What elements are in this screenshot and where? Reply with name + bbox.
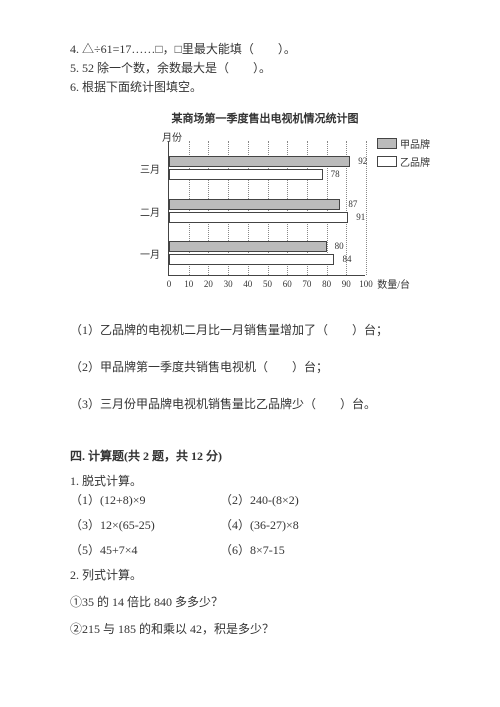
bar-jia: 92 [169,156,350,167]
bar-value: 80 [335,241,344,251]
calc-3: （3）12×(65-25) [70,516,220,533]
x-tick: 90 [342,279,351,289]
legend-item-yi: 乙品牌 [377,154,430,169]
bar-value: 87 [348,199,357,209]
lieshi-heading: 2. 列式计算。 [70,566,430,583]
plot-area: 0102030405060708090100927887918084 [168,141,365,276]
x-tick: 40 [243,279,252,289]
bar-value: 78 [331,169,340,179]
x-axis-label: 数量/台 [377,276,410,291]
x-tick: 30 [224,279,233,289]
calc-4: （4）(36-27)×8 [220,516,370,533]
bar-group: 8084 [169,241,334,269]
bar-value: 92 [358,156,367,166]
question-4: 4. △÷61=17……□，□里最大能填（ ）。 [70,40,430,57]
calc-1: （1）(12+8)×9 [70,491,220,508]
bar-yi: 91 [169,212,348,223]
question-5: 5. 52 除一个数，余数最大是（ ）。 [70,59,430,76]
bar-value: 91 [356,212,365,222]
x-tick: 70 [302,279,311,289]
y-category: 二月 [130,204,160,219]
bar-jia: 87 [169,199,340,210]
sub-question-3: （3）三月份甲品牌电视机销售量比乙品牌少（ ）台。 [70,395,430,412]
y-category: 一月 [130,246,160,261]
page-content: 4. △÷61=17……□，□里最大能填（ ）。 5. 52 除一个数，余数最大… [0,0,500,657]
legend-swatch-jia [377,138,397,149]
bar-jia: 80 [169,241,327,252]
calc-row-2: （3）12×(65-25) （4）(36-27)×8 [70,516,430,533]
y-category: 三月 [130,161,160,176]
calc-heading: 1. 脱式计算。 [70,472,430,489]
x-tick: 80 [322,279,331,289]
section-4-title: 四. 计算题(共 2 题，共 12 分) [70,447,430,464]
x-tick: 20 [204,279,213,289]
legend-item-jia: 甲品牌 [377,136,430,151]
lieshi-1: ①35 的 14 倍比 840 多多少？ [70,593,430,610]
x-tick: 50 [263,279,272,289]
bar-group: 92 78 [169,156,350,184]
bar-yi: 78 [169,169,323,180]
question-6: 6. 根据下面统计图填空。 [70,78,430,95]
calc-6: （6）8×7-15 [220,541,370,558]
x-tick: 60 [283,279,292,289]
legend-label-yi: 乙品牌 [400,154,430,169]
bar-yi: 84 [169,254,334,265]
chart-title: 某商场第一季度售出电视机情况统计图 [100,110,430,126]
bar-value: 84 [342,254,351,264]
lieshi-2: ②215 与 185 的和乘以 42，积是多少？ [70,620,430,637]
x-tick: 10 [184,279,193,289]
legend: 甲品牌 乙品牌 [377,136,430,172]
calc-row-1: （1）(12+8)×9 （2）240-(8×2) [70,491,430,508]
chart-wrapper: 某商场第一季度售出电视机情况统计图 月份 甲品牌 乙品牌 01020304050… [130,110,430,301]
calc-5: （5）45+7×4 [70,541,220,558]
bar-group: 8791 [169,199,348,227]
sub-question-2: （2）甲品牌第一季度共销售电视机（ ）台； [70,358,430,375]
legend-swatch-yi [377,156,397,167]
bar-chart: 月份 甲品牌 乙品牌 01020304050607080901009278879… [130,131,410,301]
calc-2: （2）240-(8×2) [220,491,370,508]
sub-question-1: （1）乙品牌的电视机二月比一月销售量增加了（ ）台； [70,321,430,338]
calc-row-3: （5）45+7×4 （6）8×7-15 [70,541,430,558]
legend-label-jia: 甲品牌 [400,136,430,151]
x-tick: 100 [359,279,373,289]
x-tick: 0 [167,279,172,289]
